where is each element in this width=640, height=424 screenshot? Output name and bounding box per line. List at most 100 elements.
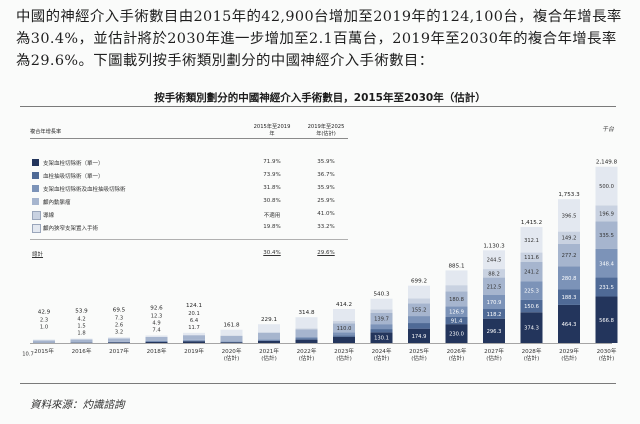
segment-label: 10.7 <box>22 351 34 357</box>
x-tick-label: (估計) <box>486 354 502 362</box>
bar-segment <box>333 321 355 324</box>
legend-row: 導線 不適用 41.0% <box>30 209 348 221</box>
segment-label: 7.4 <box>152 327 161 333</box>
bar-segment <box>108 342 130 343</box>
segment-label: 130.1 <box>374 336 389 342</box>
bar-segment <box>220 335 243 342</box>
legend-cagr-2015-2019: 30.8% <box>263 198 281 204</box>
legend-header-label: 複合年增長率 <box>30 129 62 135</box>
bar-segment <box>295 339 318 343</box>
x-tick-label: 2022年 <box>297 347 317 355</box>
bar-segment <box>183 340 205 342</box>
bar-total-label: 229.1 <box>261 317 277 323</box>
bar-segment <box>70 339 93 343</box>
bar-segment <box>108 337 130 339</box>
segment-label: 110.0 <box>337 326 352 332</box>
bar-segment <box>408 298 430 304</box>
segment-label: 170.9 <box>487 300 502 306</box>
bar-segment <box>258 332 280 333</box>
x-tick-label: 2028年 <box>522 347 542 355</box>
bar-segment <box>370 329 393 333</box>
bar-segment <box>220 341 243 342</box>
x-tick-label: 2018年 <box>147 347 167 355</box>
bar-segment <box>183 335 205 340</box>
legend-label: 顱內狹窄支架置入手術 <box>43 226 99 232</box>
segment-label: 312.1 <box>524 238 539 244</box>
bar-total-label: 161.8 <box>223 323 239 329</box>
segment-label: 180.8 <box>449 297 464 303</box>
segment-label: 280.8 <box>562 276 577 282</box>
x-tick-label: (估計) <box>224 354 240 362</box>
bar-segment <box>408 316 430 324</box>
segment-label: 396.5 <box>562 213 577 219</box>
bar-segment <box>258 324 280 333</box>
bar-segment <box>333 335 355 337</box>
bar-segment <box>295 328 318 330</box>
x-tick-label: (估計) <box>261 354 277 362</box>
segment-label: 20.1 <box>188 311 200 317</box>
bar-segment <box>595 205 618 222</box>
bar-segment <box>295 338 318 340</box>
legend-cagr-2019-2025: 35.9% <box>317 159 335 165</box>
legend-divider <box>30 239 348 240</box>
bar-segment <box>220 329 243 336</box>
bar-segment <box>145 341 168 343</box>
bar-segment <box>333 309 355 322</box>
x-tick-label: (估計) <box>524 354 540 362</box>
bar-total-label: 540.3 <box>373 292 389 298</box>
legend-label: 血栓抽吸切除術（單一） <box>43 174 104 180</box>
segment-label: 155.2 <box>412 308 427 314</box>
legend-cagr-2015-2019: 73.9% <box>263 172 281 178</box>
x-tick-label: 2025年 <box>409 347 429 355</box>
bar-segment <box>33 339 55 341</box>
x-tick-label: (估計) <box>561 354 577 362</box>
legend-row: 支架血栓切除術及血栓抽吸切除術 31.8% 35.9% <box>30 183 348 195</box>
bar-segment <box>295 317 318 329</box>
bar-segment <box>370 312 393 325</box>
legend-label: 支架血栓切除術（單一） <box>43 161 104 167</box>
bar-segment <box>558 243 580 267</box>
bar-segment <box>558 199 580 232</box>
segment-label: 7.3 <box>115 315 123 321</box>
bar-segment <box>145 335 168 337</box>
bar-segment <box>595 221 618 249</box>
segment-label: 188.3 <box>562 295 577 301</box>
bar-segment <box>558 266 580 290</box>
segment-label: 139.7 <box>374 316 389 322</box>
bar-segment <box>520 312 543 343</box>
segment-label: 230.0 <box>449 332 464 338</box>
bar-total-label: 92.6 <box>150 305 163 311</box>
legend-cagr-2019-2025: 36.7% <box>317 172 335 178</box>
segment-label: 196.9 <box>599 211 614 217</box>
segment-label: 4.9 <box>152 320 160 326</box>
segment-label: 212.5 <box>487 284 502 290</box>
segment-label: 11.7 <box>188 325 200 331</box>
bar-segment <box>558 231 580 244</box>
x-tick-label: 2024年 <box>372 347 392 355</box>
segment-label: 88.2 <box>488 271 500 277</box>
x-tick-label: (估計) <box>299 354 315 362</box>
legend-divider <box>30 138 348 139</box>
bar-segment <box>408 285 430 299</box>
legend-label: 導線 <box>43 213 55 219</box>
bar-segment <box>483 309 505 319</box>
x-tick-label: 2020年 <box>222 347 242 355</box>
legend-cagr-2015-2019: 71.9% <box>263 159 281 165</box>
bar-segment <box>70 338 93 340</box>
segment-label: 1.5 <box>77 324 85 330</box>
bar-total-label: 69.5 <box>113 307 126 313</box>
bar-segment <box>258 340 280 341</box>
segment-label: 150.6 <box>524 304 539 310</box>
segment-label: 241.2 <box>524 270 539 276</box>
bar-segment <box>445 291 468 307</box>
x-tick-label: (估計) <box>599 354 615 362</box>
bar-total-label: 314.8 <box>298 310 314 316</box>
x-tick-label: 2016年 <box>72 347 92 355</box>
bar-segment <box>295 329 318 338</box>
legend-row: 顱內動脈瘤 30.8% 25.9% <box>30 196 348 208</box>
bar-segment <box>183 339 205 341</box>
bar-segment <box>558 304 580 343</box>
legend-swatch <box>32 211 41 220</box>
bar-total-label: 124.1 <box>186 303 202 309</box>
legend-cagr-2015-2019: 31.8% <box>263 185 281 191</box>
